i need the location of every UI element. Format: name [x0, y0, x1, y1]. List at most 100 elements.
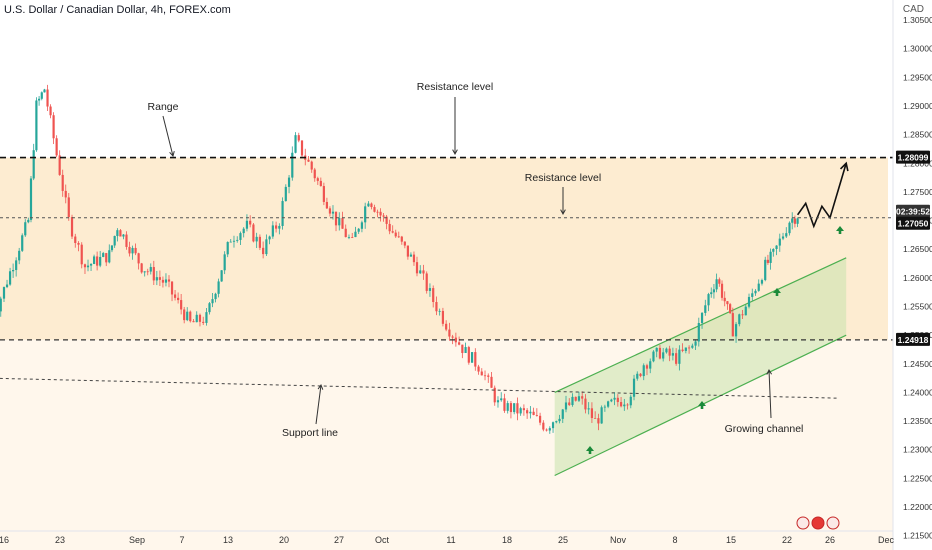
resistance-top-price: 1.28099 — [898, 153, 929, 163]
y-tick-label: 1.24000 — [903, 387, 932, 397]
support-price: 1.24918 — [898, 335, 929, 345]
y-tick-label: 1.24500 — [903, 359, 932, 369]
candle-body — [394, 232, 397, 237]
y-tick-label: 1.25500 — [903, 302, 932, 312]
candle-body — [522, 408, 525, 411]
candle-body — [173, 294, 177, 298]
candle-body — [441, 310, 445, 324]
candle-body — [319, 180, 322, 187]
candle-body — [584, 398, 587, 410]
candle-body — [313, 169, 316, 179]
candle-body — [334, 211, 338, 226]
up-arrow-icon — [586, 446, 594, 454]
y-tick-label: 1.23000 — [903, 445, 932, 455]
x-tick-label: 20 — [279, 535, 289, 545]
candle-body — [307, 159, 310, 162]
candle-body — [32, 150, 35, 179]
candle-body — [568, 402, 571, 406]
y-tick-label: 1.26500 — [903, 244, 932, 254]
candle-body — [616, 397, 619, 403]
candle-body — [516, 403, 519, 414]
candle-body — [226, 242, 229, 255]
candle-body — [435, 302, 438, 312]
candle-body — [137, 253, 140, 264]
flag-icon — [826, 516, 840, 530]
candle-body — [496, 400, 500, 403]
candle-body — [385, 216, 388, 224]
candle-body — [2, 287, 6, 299]
candle-body — [24, 222, 27, 236]
candle-body — [684, 347, 687, 351]
candle-body — [548, 428, 551, 431]
candle-body — [772, 248, 775, 252]
candle-body — [376, 211, 379, 213]
candle-body — [409, 254, 413, 257]
resistance-mid-label-pointer-head — [560, 209, 566, 216]
candle-body — [167, 279, 171, 282]
candle-body — [108, 250, 111, 263]
y-tick-label: 1.28500 — [903, 130, 932, 140]
candle-body — [274, 225, 278, 229]
candle-body — [388, 223, 391, 232]
candle-body — [519, 408, 522, 414]
candle-body — [77, 242, 80, 245]
candle-body — [119, 230, 122, 237]
candle-body — [451, 336, 454, 338]
x-tick-label: 18 — [502, 535, 512, 545]
x-tick-label: Nov — [610, 535, 627, 545]
candle-body — [594, 417, 597, 419]
candle-body — [110, 245, 114, 251]
candle-body — [445, 323, 448, 330]
projection-arrowhead — [839, 161, 849, 172]
current-price-bg — [896, 216, 930, 230]
candle-body — [249, 220, 252, 225]
candle-body — [391, 231, 394, 233]
y-tick-label: 1.29000 — [903, 101, 932, 111]
candle-body — [43, 89, 46, 93]
candle-body — [29, 178, 33, 220]
y-tick-label: 1.26000 — [903, 273, 932, 283]
candle-body — [458, 342, 461, 345]
candle-body — [785, 233, 788, 237]
candle-body — [291, 152, 294, 178]
candle-body — [791, 218, 794, 223]
candle-body — [600, 407, 603, 424]
candle-body — [532, 411, 535, 415]
candle-body — [58, 155, 61, 175]
candle-body — [691, 345, 694, 348]
candle-body — [671, 353, 674, 356]
candle-body — [35, 100, 38, 151]
candle-body — [152, 267, 155, 281]
candle-body — [461, 344, 464, 354]
candle-body — [432, 288, 435, 303]
annotations: Range Resistance level Resistance level Sup… — [148, 81, 844, 454]
candle-body — [587, 408, 590, 410]
y-tick-label: 1.22500 — [903, 473, 932, 483]
candle-body — [49, 106, 52, 116]
support-line — [0, 377, 839, 399]
candle-body — [629, 396, 632, 406]
candle-body — [125, 234, 128, 247]
flag-icon — [811, 516, 825, 530]
candle-body — [788, 222, 791, 234]
support-price-bg — [896, 332, 930, 346]
y-tick-label: 1.30000 — [903, 44, 932, 54]
candle-body — [581, 396, 584, 399]
candle-body — [642, 365, 645, 377]
candle-body — [397, 236, 400, 238]
candle-body — [744, 306, 747, 316]
candle-body — [731, 313, 734, 337]
candle-body — [723, 297, 726, 302]
candle-body — [793, 218, 797, 224]
range-label: Range — [148, 101, 179, 113]
range-label-pointer-head — [169, 151, 175, 158]
candle-body — [382, 215, 385, 217]
candle-body — [105, 253, 108, 263]
candle-body — [379, 211, 382, 216]
candle-body — [668, 348, 671, 356]
candle-body — [619, 402, 623, 407]
candle-body — [341, 218, 344, 229]
candle-body — [658, 347, 662, 359]
